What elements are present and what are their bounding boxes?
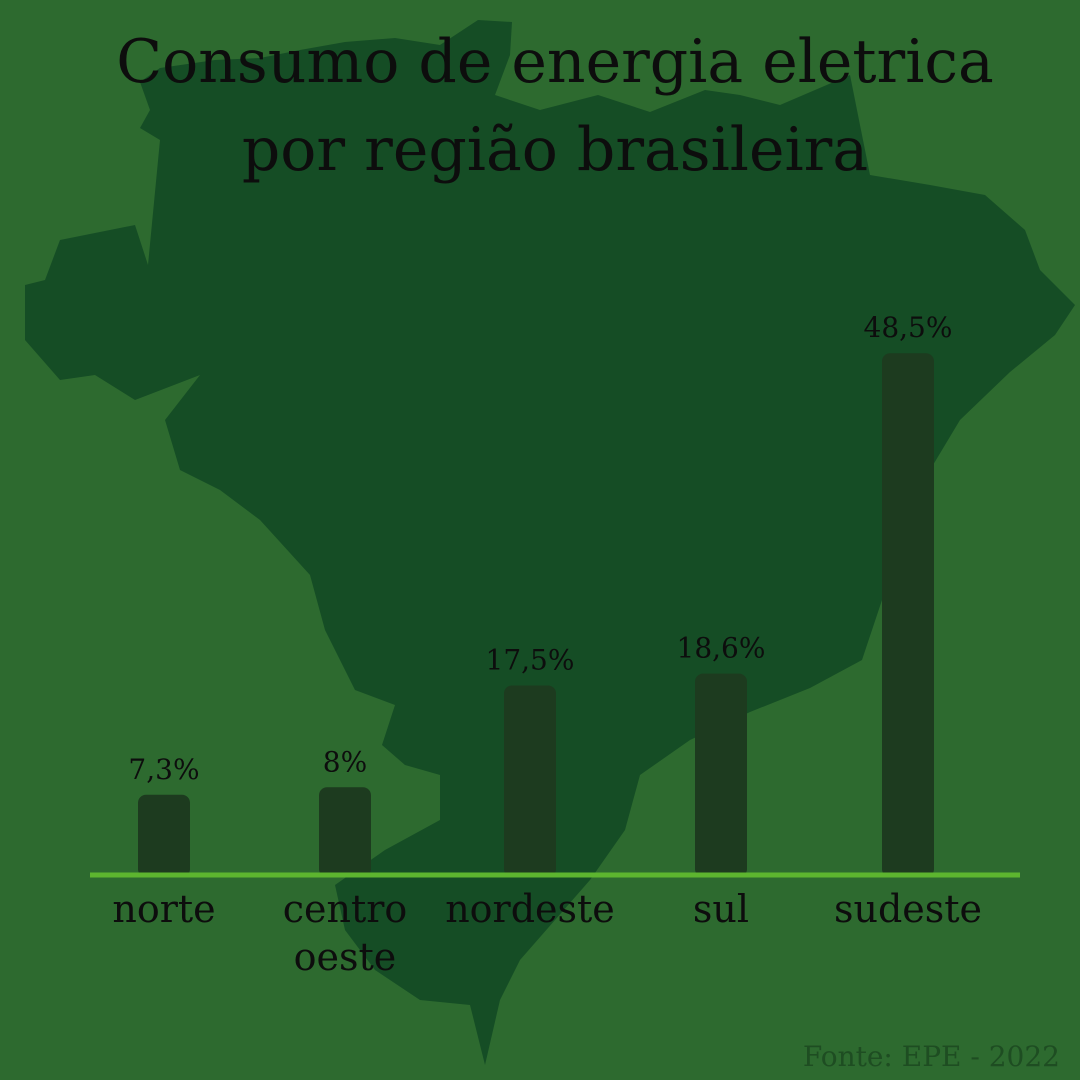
chart-title-line-1: Consumo de energia eletrica xyxy=(116,27,994,97)
category-label-nordeste: nordeste xyxy=(445,887,615,931)
value-label-centro-oeste: 8% xyxy=(323,745,367,778)
value-labels-group: 7,3% 8% 17,5% 18,6% 48,5% xyxy=(128,311,952,786)
value-label-nordeste: 17,5% xyxy=(486,643,575,676)
category-label-centro-oeste-line-2: oeste xyxy=(294,935,397,979)
category-label-sul: sul xyxy=(693,887,749,931)
category-label-centro-oeste-line-1: centro xyxy=(283,887,408,931)
value-label-sudeste: 48,5% xyxy=(864,311,953,344)
bar-nordeste xyxy=(504,685,556,877)
value-label-sul: 18,6% xyxy=(677,632,766,665)
bars-group xyxy=(138,353,934,877)
brazil-map-silhouette xyxy=(25,20,1075,1065)
chart-title-line-2: por região brasileira xyxy=(242,115,868,185)
bar-sul xyxy=(695,673,747,877)
value-label-norte: 7,3% xyxy=(128,753,199,786)
bar-sudeste xyxy=(882,353,934,877)
source-note: Fonte: EPE - 2022 xyxy=(803,1040,1060,1073)
category-label-sudeste: sudeste xyxy=(834,887,982,931)
bar-centro-oeste xyxy=(319,787,371,877)
category-label-norte: norte xyxy=(112,887,215,931)
bar-norte xyxy=(138,794,190,877)
